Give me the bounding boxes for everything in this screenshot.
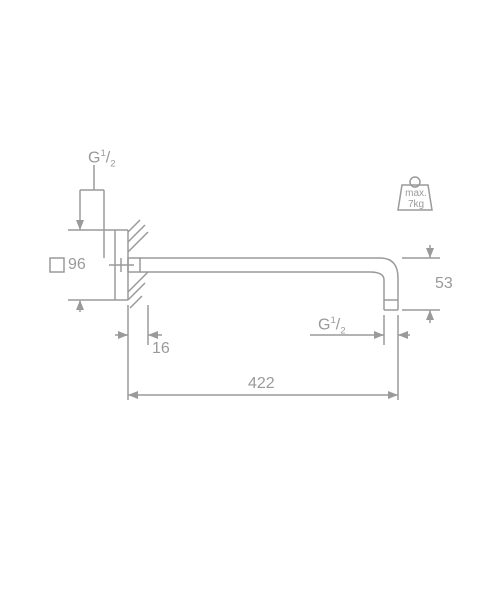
technical-diagram: G1/2 96 16 422 53 G1/2 max. 7kg xyxy=(0,0,500,600)
dim-length-label: 422 xyxy=(248,375,275,393)
square-symbol xyxy=(50,258,64,272)
dim-wall-gap-label: 16 xyxy=(152,340,170,358)
dim-drop-label: 53 xyxy=(435,275,453,293)
dim-flange-label: 96 xyxy=(68,256,86,274)
weight-label: max. 7kg xyxy=(402,188,430,210)
thread-top-label: G1/2 xyxy=(88,148,116,170)
thread-right-label: G1/2 xyxy=(318,315,346,337)
diagram-svg xyxy=(0,0,500,600)
